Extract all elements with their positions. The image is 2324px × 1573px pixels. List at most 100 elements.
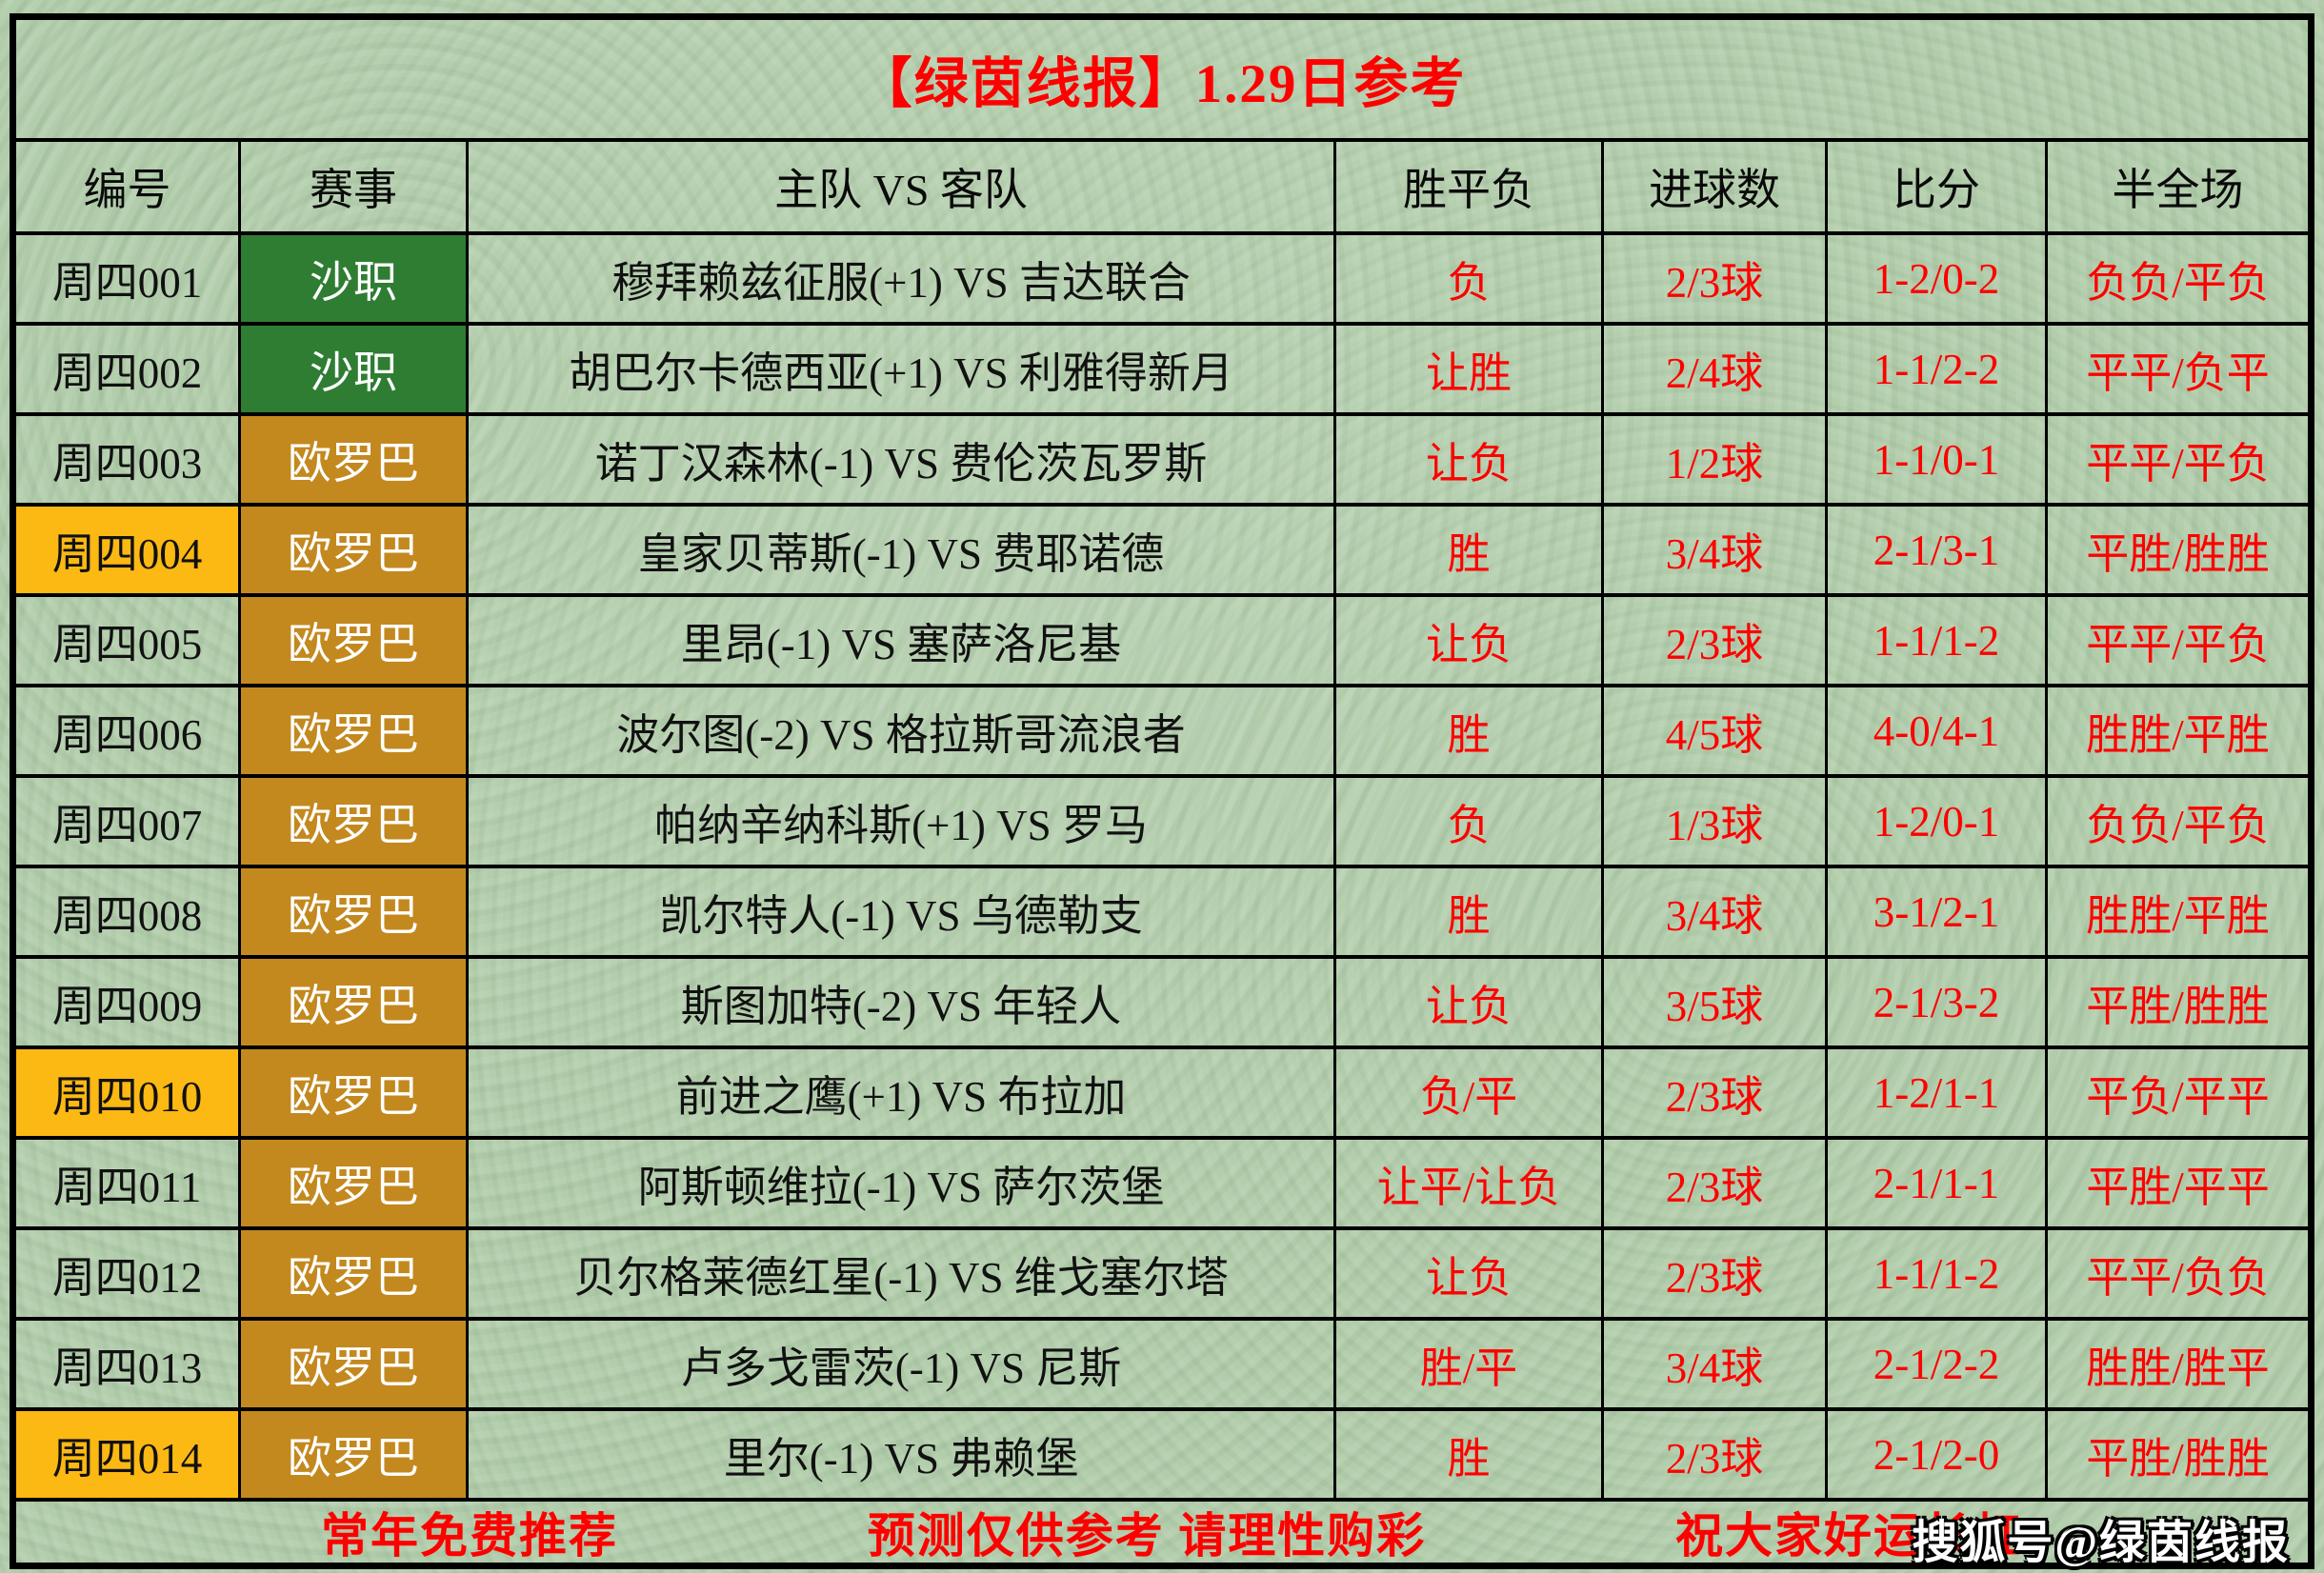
table-header-row: 编号 赛事 主队 VS 客队 胜平负 进球数 比分 半全场 [16, 138, 2308, 231]
teams-cell: 卢多戈雷茨(-1) VS 尼斯 [466, 1321, 1333, 1407]
table-body: 周四001 沙职 穆拜赖兹征服(+1) VS 吉达联合 负 2/3球 1-2/0… [16, 231, 2308, 1498]
league-badge-cell: 欧罗巴 [238, 1321, 466, 1407]
wdl-prediction-cell: 负 [1333, 778, 1601, 865]
goals-prediction-cell: 2/3球 [1601, 1411, 1825, 1498]
teams-cell: 斯图加特(-2) VS 年轻人 [466, 959, 1333, 1045]
table-frame: 【绿茵线报】1.29日参考 编号 赛事 主队 VS 客队 胜平负 进球数 比分 … [10, 13, 2314, 1569]
goals-prediction-cell: 3/5球 [1601, 959, 1825, 1045]
goals-prediction-cell: 2/3球 [1601, 1140, 1825, 1226]
score-prediction-cell: 1-2/0-2 [1825, 235, 2045, 322]
goals-prediction-cell: 2/3球 [1601, 597, 1825, 684]
title-band: 【绿茵线报】1.29日参考 [16, 20, 2308, 138]
table-row: 周四007 欧罗巴 帕纳辛纳科斯(+1) VS 罗马 负 1/3球 1-2/0-… [16, 774, 2308, 865]
table-row: 周四006 欧罗巴 波尔图(-2) VS 格拉斯哥流浪者 胜 4/5球 4-0/… [16, 684, 2308, 774]
header-goals: 进球数 [1601, 142, 1825, 231]
wdl-prediction-cell: 负/平 [1333, 1049, 1601, 1136]
table-row: 周四009 欧罗巴 斯图加特(-2) VS 年轻人 让负 3/5球 2-1/3-… [16, 955, 2308, 1045]
footer-band: 常年免费推荐 预测仅供参考 请理性购彩 祝大家好运长虹 [16, 1498, 2308, 1563]
match-id-cell: 周四003 [51, 440, 203, 488]
match-id-cell: 周四005 [51, 621, 203, 668]
league-badge-cell: 欧罗巴 [238, 1230, 466, 1317]
table-row: 周四003 欧罗巴 诺丁汉森林(-1) VS 费伦茨瓦罗斯 让负 1/2球 1-… [16, 412, 2308, 503]
score-prediction-cell: 2-1/1-1 [1825, 1140, 2045, 1226]
table-row: 周四002 沙职 胡巴尔卡德西亚(+1) VS 利雅得新月 让胜 2/4球 1-… [16, 322, 2308, 412]
half-full-prediction-cell: 胜胜/胜平 [2045, 1321, 2308, 1407]
match-id-cell: 周四004 [16, 507, 238, 593]
match-id-cell: 周四014 [16, 1411, 238, 1498]
goals-prediction-cell: 2/3球 [1601, 1049, 1825, 1136]
score-prediction-cell: 2-1/3-2 [1825, 959, 2045, 1045]
teams-cell: 诺丁汉森林(-1) VS 费伦茨瓦罗斯 [466, 416, 1333, 503]
league-badge-cell: 欧罗巴 [238, 416, 466, 503]
table-row: 周四014 欧罗巴 里尔(-1) VS 弗赖堡 胜 2/3球 2-1/2-0 平… [16, 1407, 2308, 1498]
half-full-prediction-cell: 平负/平平 [2045, 1049, 2308, 1136]
goals-prediction-cell: 4/5球 [1601, 687, 1825, 774]
league-badge-cell: 欧罗巴 [238, 778, 466, 865]
score-prediction-cell: 1-1/1-2 [1825, 597, 2045, 684]
table-row: 周四001 沙职 穆拜赖兹征服(+1) VS 吉达联合 负 2/3球 1-2/0… [16, 231, 2308, 322]
league-badge-cell: 欧罗巴 [238, 1140, 466, 1226]
wdl-prediction-cell: 胜 [1333, 687, 1601, 774]
league-badge-cell: 欧罗巴 [238, 507, 466, 593]
teams-cell: 胡巴尔卡德西亚(+1) VS 利雅得新月 [466, 326, 1333, 412]
match-id-cell: 周四011 [52, 1164, 202, 1211]
watermark: 搜狐号@绿茵线报 [1912, 1518, 2290, 1568]
teams-cell: 皇家贝蒂斯(-1) VS 费耶诺德 [466, 507, 1333, 593]
wdl-prediction-cell: 让负 [1333, 597, 1601, 684]
header-wdl: 胜平负 [1333, 142, 1601, 231]
half-full-prediction-cell: 负负/平负 [2045, 235, 2308, 322]
goals-prediction-cell: 2/4球 [1601, 326, 1825, 412]
half-full-prediction-cell: 平胜/胜胜 [2045, 1411, 2308, 1498]
score-prediction-cell: 1-1/1-2 [1825, 1230, 2045, 1317]
wdl-prediction-cell: 胜 [1333, 868, 1601, 955]
wdl-prediction-cell: 胜 [1333, 1411, 1601, 1498]
wdl-prediction-cell: 胜 [1333, 507, 1601, 593]
footer-note-left: 常年免费推荐 [321, 1509, 618, 1563]
half-full-prediction-cell: 平胜/胜胜 [2045, 959, 2308, 1045]
league-badge-cell: 欧罗巴 [238, 687, 466, 774]
league-badge-cell: 欧罗巴 [238, 1049, 466, 1136]
footer-note-right: 祝大家好运长虹 [1675, 1509, 2022, 1563]
score-prediction-cell: 2-1/2-0 [1825, 1411, 2045, 1498]
table-row: 周四011 欧罗巴 阿斯顿维拉(-1) VS 萨尔茨堡 让平/让负 2/3球 2… [16, 1136, 2308, 1226]
half-full-prediction-cell: 平平/平负 [2045, 416, 2308, 503]
teams-cell: 帕纳辛纳科斯(+1) VS 罗马 [466, 778, 1333, 865]
goals-prediction-cell: 2/3球 [1601, 1230, 1825, 1317]
wdl-prediction-cell: 负 [1333, 235, 1601, 322]
goals-prediction-cell: 2/3球 [1601, 235, 1825, 322]
header-half-full: 半全场 [2045, 142, 2308, 231]
goals-prediction-cell: 1/3球 [1601, 778, 1825, 865]
league-badge-cell: 沙职 [238, 326, 466, 412]
table-row: 周四008 欧罗巴 凯尔特人(-1) VS 乌德勒支 胜 3/4球 3-1/2-… [16, 865, 2308, 955]
wdl-prediction-cell: 让负 [1333, 959, 1601, 1045]
teams-cell: 凯尔特人(-1) VS 乌德勒支 [466, 868, 1333, 955]
teams-cell: 贝尔格莱德红星(-1) VS 维戈塞尔塔 [466, 1230, 1333, 1317]
half-full-prediction-cell: 平平/平负 [2045, 597, 2308, 684]
goals-prediction-cell: 3/4球 [1601, 1321, 1825, 1407]
match-id-cell: 周四008 [51, 892, 203, 940]
table-row: 周四010 欧罗巴 前进之鹰(+1) VS 布拉加 负/平 2/3球 1-2/1… [16, 1045, 2308, 1136]
table-row: 周四013 欧罗巴 卢多戈雷茨(-1) VS 尼斯 胜/平 3/4球 2-1/2… [16, 1317, 2308, 1407]
match-id-cell: 周四012 [51, 1254, 203, 1302]
header-match-id: 编号 [83, 166, 171, 214]
table-row: 周四005 欧罗巴 里昂(-1) VS 塞萨洛尼基 让负 2/3球 1-1/1-… [16, 593, 2308, 684]
goals-prediction-cell: 1/2球 [1601, 416, 1825, 503]
score-prediction-cell: 1-2/0-1 [1825, 778, 2045, 865]
header-teams: 主队 VS 客队 [466, 142, 1333, 231]
score-prediction-cell: 2-1/3-1 [1825, 507, 2045, 593]
score-prediction-cell: 1-1/0-1 [1825, 416, 2045, 503]
score-prediction-cell: 1-2/1-1 [1825, 1049, 2045, 1136]
page-title: 【绿茵线报】1.29日参考 [857, 54, 1467, 114]
half-full-prediction-cell: 胜胜/平胜 [2045, 868, 2308, 955]
match-id-cell: 周四010 [16, 1049, 238, 1136]
league-badge-cell: 欧罗巴 [238, 1411, 466, 1498]
teams-cell: 里昂(-1) VS 塞萨洛尼基 [466, 597, 1333, 684]
match-id-cell: 周四002 [51, 349, 203, 397]
wdl-prediction-cell: 让负 [1333, 416, 1601, 503]
half-full-prediction-cell: 平平/负平 [2045, 326, 2308, 412]
match-id-cell: 周四001 [51, 259, 203, 307]
half-full-prediction-cell: 平平/负负 [2045, 1230, 2308, 1317]
wdl-prediction-cell: 胜/平 [1333, 1321, 1601, 1407]
score-prediction-cell: 1-1/2-2 [1825, 326, 2045, 412]
